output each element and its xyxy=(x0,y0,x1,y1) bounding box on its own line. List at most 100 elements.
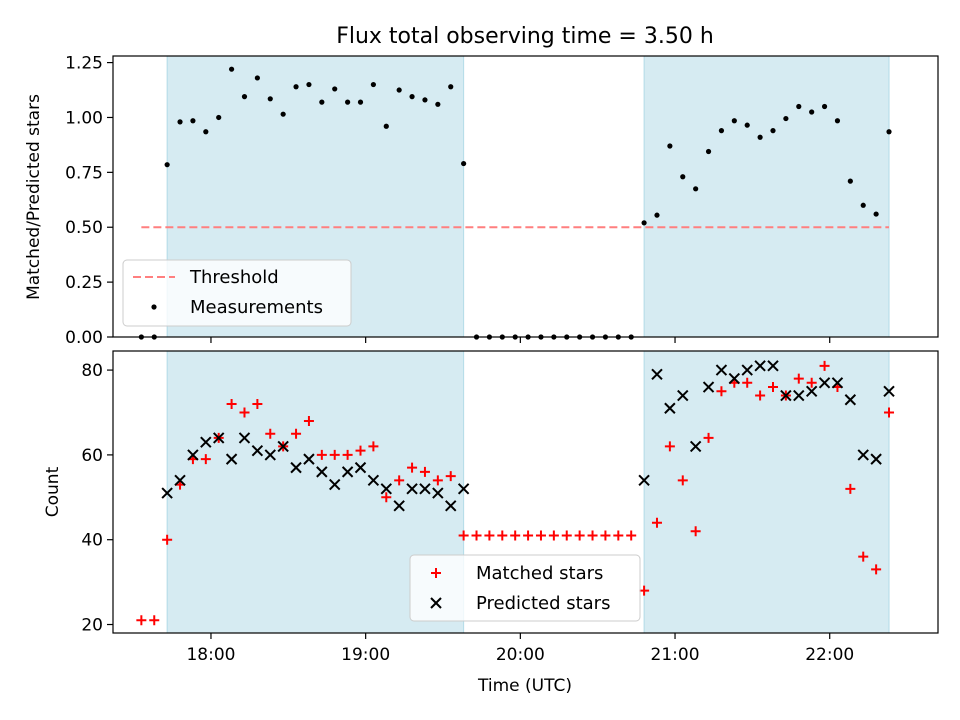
matched-star-point xyxy=(523,530,534,541)
matched-star-point xyxy=(845,483,856,494)
measurement-point xyxy=(821,103,828,110)
measurement-point xyxy=(319,99,325,105)
predicted-star-point xyxy=(432,487,444,499)
predicted-star-point xyxy=(818,377,831,389)
predicted-star-point xyxy=(329,478,341,491)
measurement-point xyxy=(809,109,815,115)
predicted-star-point xyxy=(200,436,212,448)
count-points xyxy=(136,360,895,626)
predicted-star-point xyxy=(341,466,354,478)
matched-star-point xyxy=(136,615,147,626)
predicted-star-point xyxy=(831,377,844,389)
measurement-point xyxy=(345,99,351,105)
predicted-star-point xyxy=(380,483,392,495)
count-legend: Matched stars Predicted stars xyxy=(409,554,641,622)
predicted-star-point xyxy=(728,372,741,385)
matched-star-point xyxy=(626,530,637,541)
measurement-point xyxy=(203,129,209,135)
measurement-point xyxy=(280,111,286,117)
measurement-point xyxy=(228,66,235,72)
y-tick-label: 0.50 xyxy=(65,218,103,238)
ratio-legend: Threshold Measurements xyxy=(122,259,352,327)
measurement-point xyxy=(834,118,841,124)
legend-threshold-label: Threshold xyxy=(189,267,279,288)
matched-star-point xyxy=(497,530,508,541)
legend-predicted-swatch xyxy=(430,597,442,609)
matched-star-point xyxy=(884,407,895,418)
measurement-point xyxy=(370,81,376,88)
matched-star-point xyxy=(226,399,237,410)
predicted-star-point xyxy=(651,368,663,381)
predicted-star-point xyxy=(212,432,225,444)
measurement-point xyxy=(705,148,712,155)
predicted-star-point xyxy=(754,360,766,372)
matched-star-point xyxy=(755,390,766,401)
predicted-star-point xyxy=(741,364,753,376)
matched-star-point xyxy=(432,475,443,486)
x-tick-label: 20:00 xyxy=(496,645,545,665)
ratio-plot-frame xyxy=(112,55,939,338)
measurement-point xyxy=(796,103,802,110)
measurement-point xyxy=(448,84,454,90)
measurement-point xyxy=(383,123,389,129)
predicted-star-point xyxy=(883,385,895,397)
matched-star-point xyxy=(871,564,882,575)
measurement-point xyxy=(693,186,699,192)
predicted-star-point xyxy=(805,385,818,397)
matched-star-point xyxy=(651,517,662,528)
measurement-point xyxy=(731,118,737,124)
count-y-axis-label: Count xyxy=(43,466,63,517)
measurement-point xyxy=(267,96,273,102)
matched-star-point xyxy=(484,530,495,541)
matched-star-point xyxy=(458,530,469,541)
matched-star-point xyxy=(703,432,714,443)
predicted-star-point xyxy=(767,360,779,372)
measurement-point xyxy=(718,128,725,134)
predicted-star-point xyxy=(303,453,315,465)
measurement-point xyxy=(667,143,673,149)
predicted-star-point xyxy=(238,432,251,444)
predicted-star-point xyxy=(316,466,328,478)
matched-star-point xyxy=(355,445,366,456)
matched-star-point xyxy=(561,530,572,541)
predicted-star-point xyxy=(354,461,367,474)
matched-star-point xyxy=(535,530,546,541)
legend-predicted-label: Predicted stars xyxy=(476,593,610,614)
matched-star-point xyxy=(600,530,611,541)
measurement-point xyxy=(396,87,402,93)
measurement-point xyxy=(680,174,686,180)
predicted-star-point xyxy=(225,453,238,465)
predicted-star-point xyxy=(393,500,405,512)
matched-star-point xyxy=(394,475,405,486)
ratio-panel: 0.00 0.25 0.50 0.75 1.00 1.25 Matched/Predict… xyxy=(24,54,939,348)
measurement-point xyxy=(164,162,170,168)
measurement-point xyxy=(461,160,467,167)
legend-measurement-swatch xyxy=(151,304,157,310)
y-tick-label: 0.75 xyxy=(65,163,103,183)
measurement-point xyxy=(770,128,776,134)
matched-star-point xyxy=(239,407,250,418)
y-tick-label: 40 xyxy=(81,531,103,551)
matched-star-point xyxy=(162,534,173,545)
matched-star-point xyxy=(329,449,340,460)
count-axis-ticks: 20 40 60 80 18:00 19:00 20:00 21:00 22:00 xyxy=(81,361,854,665)
measurement-point xyxy=(886,129,892,135)
predicted-star-point xyxy=(857,449,869,461)
y-tick-label: 0.00 xyxy=(65,328,103,348)
matched-star-point xyxy=(742,377,753,388)
matched-star-point xyxy=(471,530,482,541)
measurement-point xyxy=(641,220,647,226)
count-plot-frame xyxy=(112,350,939,634)
measurement-point xyxy=(860,202,866,208)
matched-star-point xyxy=(664,441,675,452)
predicted-star-point xyxy=(780,389,792,402)
predicted-star-point xyxy=(844,394,857,406)
measurement-point xyxy=(357,99,364,105)
matched-star-point xyxy=(149,615,160,626)
legend-matched-label: Matched stars xyxy=(476,563,603,584)
matched-star-point xyxy=(548,530,559,541)
measurement-point xyxy=(332,86,338,92)
measurement-point xyxy=(757,134,763,140)
